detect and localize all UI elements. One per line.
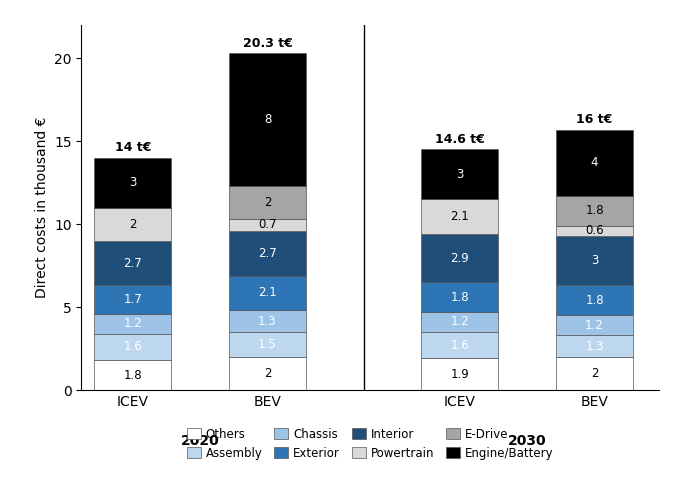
Text: 4: 4 — [591, 156, 598, 169]
Text: 14 t€: 14 t€ — [115, 142, 151, 154]
Text: 1.8: 1.8 — [124, 368, 142, 382]
Bar — [556, 316, 633, 336]
Text: 2: 2 — [263, 367, 271, 380]
Text: 1.8: 1.8 — [585, 294, 604, 307]
Text: 2: 2 — [591, 367, 598, 380]
Text: 16 t€: 16 t€ — [576, 113, 612, 126]
Bar — [422, 234, 498, 282]
Text: 1.6: 1.6 — [450, 338, 469, 351]
Bar — [229, 357, 306, 390]
Bar — [94, 158, 171, 208]
Bar — [556, 236, 633, 286]
Bar — [94, 314, 171, 334]
Bar — [94, 208, 171, 240]
Bar — [556, 226, 633, 235]
Text: 8: 8 — [263, 113, 271, 126]
Text: 2020: 2020 — [181, 434, 219, 448]
Y-axis label: Direct costs in thousand €: Direct costs in thousand € — [35, 117, 49, 298]
Bar — [556, 336, 633, 357]
Text: 1.2: 1.2 — [585, 319, 604, 332]
Bar — [94, 334, 171, 360]
Text: 20.3 t€: 20.3 t€ — [242, 37, 293, 50]
Text: 2.9: 2.9 — [450, 252, 469, 264]
Bar — [229, 230, 306, 276]
Bar — [229, 53, 306, 186]
Bar — [556, 357, 633, 390]
Text: 3: 3 — [129, 176, 136, 189]
Text: 2.7: 2.7 — [124, 256, 142, 270]
Text: 2.7: 2.7 — [258, 246, 277, 260]
Text: 1.8: 1.8 — [585, 204, 604, 218]
Text: 3: 3 — [456, 168, 464, 181]
Text: 2030: 2030 — [508, 434, 547, 448]
Bar — [422, 358, 498, 390]
Text: 2: 2 — [129, 218, 136, 230]
Text: 1.6: 1.6 — [124, 340, 142, 353]
Bar — [229, 332, 306, 357]
Bar — [422, 312, 498, 332]
Text: 1.3: 1.3 — [585, 340, 604, 352]
Bar — [556, 196, 633, 226]
Bar — [94, 286, 171, 314]
Bar — [556, 130, 633, 196]
Bar — [422, 150, 498, 199]
Bar — [422, 332, 498, 358]
Text: 3: 3 — [591, 254, 598, 267]
Text: 2.1: 2.1 — [450, 210, 469, 223]
Bar — [94, 360, 171, 390]
Text: 0.6: 0.6 — [585, 224, 604, 237]
Text: 2.1: 2.1 — [258, 286, 277, 300]
Text: 1.9: 1.9 — [450, 368, 469, 380]
Bar — [229, 276, 306, 310]
Bar — [229, 186, 306, 219]
Text: 0.7: 0.7 — [258, 218, 277, 232]
Bar — [422, 282, 498, 312]
Text: 2: 2 — [263, 196, 271, 209]
Legend: Others, Assembly, Chassis, Exterior, Interior, Powertrain, E-Drive, Engine/Batte: Others, Assembly, Chassis, Exterior, Int… — [182, 423, 558, 465]
Text: 1.3: 1.3 — [258, 314, 277, 328]
Bar — [94, 240, 171, 286]
Text: 14.6 t€: 14.6 t€ — [435, 133, 485, 146]
Bar — [422, 199, 498, 234]
Text: 1.2: 1.2 — [450, 316, 469, 328]
Bar — [229, 219, 306, 230]
Text: 1.5: 1.5 — [258, 338, 277, 351]
Bar — [229, 310, 306, 332]
Text: 1.2: 1.2 — [124, 317, 142, 330]
Text: 1.7: 1.7 — [124, 293, 142, 306]
Bar — [556, 286, 633, 316]
Text: 1.8: 1.8 — [451, 290, 469, 304]
